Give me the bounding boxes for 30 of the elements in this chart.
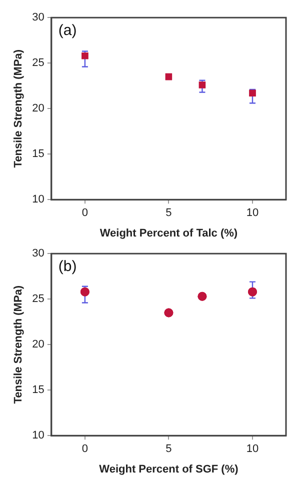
y-tick-label: 15: [32, 384, 44, 396]
y-tick-label: 20: [32, 102, 44, 115]
point: [249, 90, 256, 96]
annotation: (b): [58, 258, 77, 276]
x-tick-label: 0: [82, 443, 88, 456]
y-axis-title: Tensile Strength (MPa): [12, 49, 25, 168]
y-tick-label: 10: [32, 430, 44, 442]
y-tick-label: 30: [32, 248, 44, 260]
point: [198, 82, 206, 88]
y-tick-label: 25: [32, 57, 44, 70]
x-tick-label: 5: [166, 207, 172, 220]
x-tick-label: 0: [82, 207, 88, 220]
y-axis-title: Tensile Strength (MPa): [12, 285, 25, 404]
point: [164, 308, 174, 318]
y-tick-label: 15: [32, 148, 44, 160]
x-tick-label: 5: [166, 443, 172, 456]
point: [80, 287, 90, 296]
x-tick-label: 10: [246, 443, 259, 456]
y-tick-label: 10: [32, 194, 44, 206]
y-tick-label: 25: [32, 293, 44, 306]
point: [82, 52, 88, 60]
y-tick-label: 30: [32, 12, 44, 24]
y-tick-label: 20: [32, 338, 44, 351]
point: [198, 292, 207, 301]
annotation: (a): [58, 22, 77, 40]
x-axis-title: Weight Percent of Talc (%): [100, 227, 238, 240]
x-axis-title: Weight Percent of SGF (%): [99, 463, 239, 476]
x-tick-label: 10: [246, 207, 259, 220]
point: [248, 287, 257, 296]
point: [165, 73, 172, 80]
